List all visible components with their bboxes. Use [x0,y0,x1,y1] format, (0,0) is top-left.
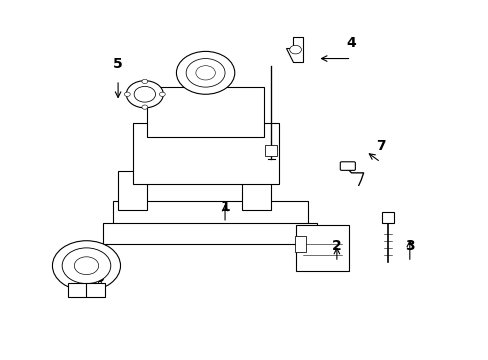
FancyBboxPatch shape [113,202,307,237]
Circle shape [289,45,301,54]
FancyBboxPatch shape [132,123,278,184]
Text: 5: 5 [113,57,122,71]
Circle shape [142,79,147,84]
FancyBboxPatch shape [265,145,277,156]
Text: 1: 1 [220,200,229,214]
Circle shape [159,92,165,96]
Circle shape [186,59,224,87]
Circle shape [126,81,163,108]
Polygon shape [285,37,302,62]
Circle shape [62,248,111,284]
Text: 6: 6 [94,271,103,285]
FancyBboxPatch shape [340,162,355,170]
Circle shape [196,66,215,80]
Circle shape [74,257,99,275]
Text: 2: 2 [331,239,341,253]
FancyBboxPatch shape [242,171,271,210]
Text: 4: 4 [346,36,356,50]
Circle shape [134,86,155,102]
FancyBboxPatch shape [294,237,305,252]
Text: 3: 3 [404,239,414,253]
Circle shape [176,51,234,94]
FancyBboxPatch shape [68,283,105,297]
Circle shape [52,241,120,291]
FancyBboxPatch shape [147,87,264,137]
FancyBboxPatch shape [118,171,147,210]
FancyBboxPatch shape [103,223,317,244]
Text: 7: 7 [375,139,385,153]
Polygon shape [381,212,393,223]
Circle shape [142,105,147,109]
FancyBboxPatch shape [295,225,348,271]
Circle shape [124,92,130,96]
